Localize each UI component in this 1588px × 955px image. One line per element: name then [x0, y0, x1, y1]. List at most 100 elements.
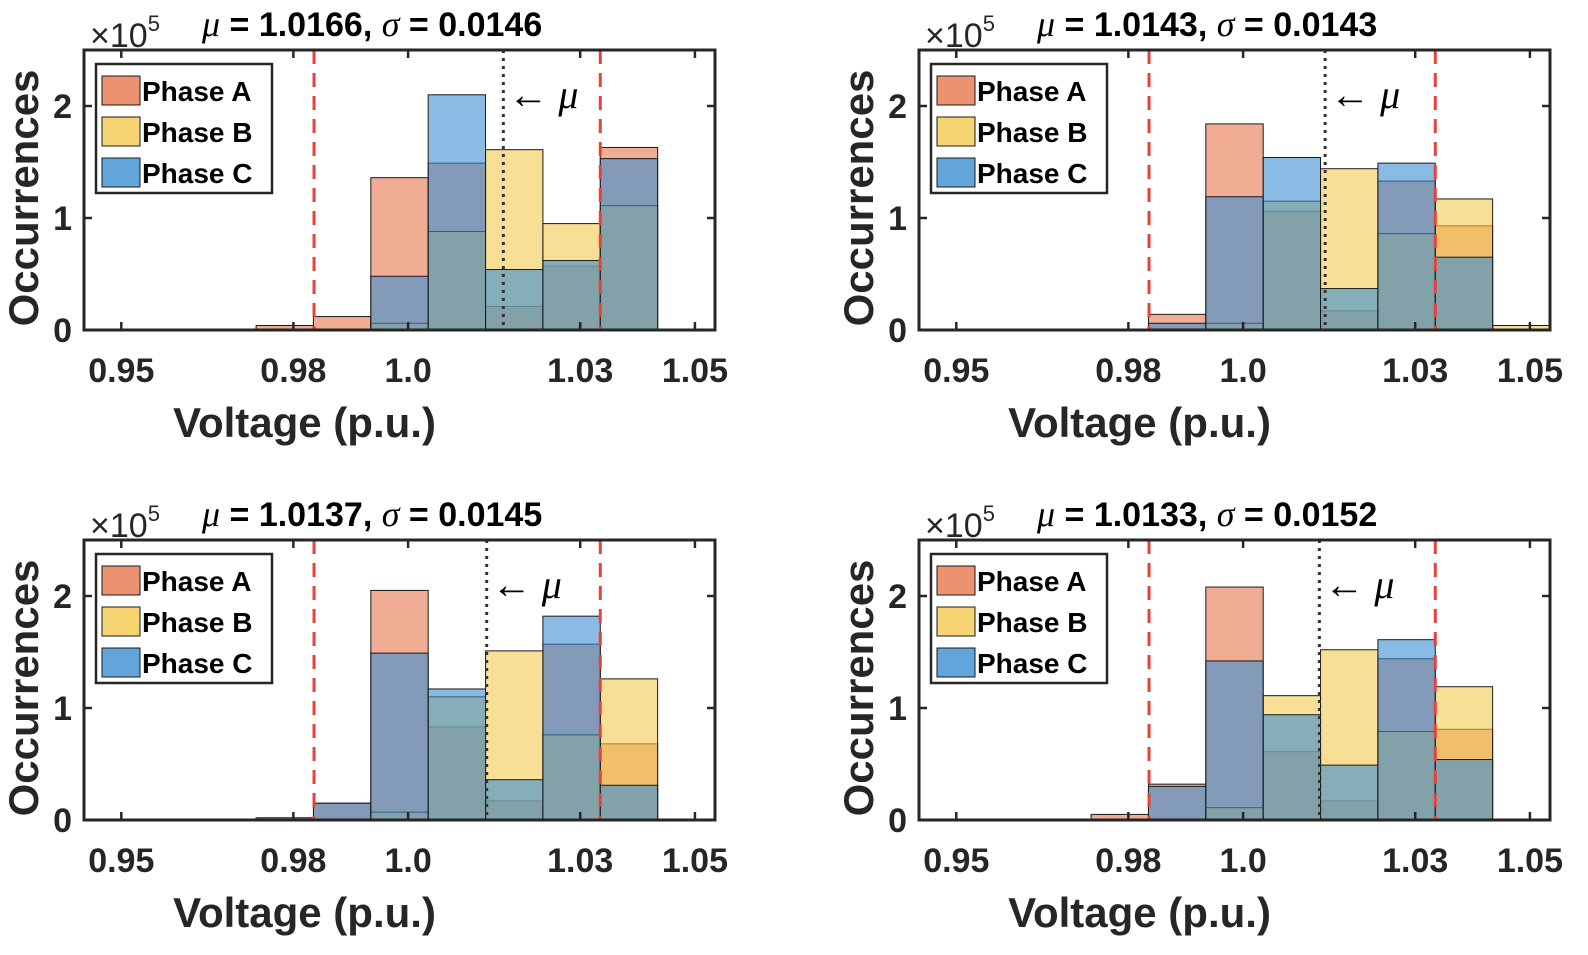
bar-phase-a-bin-1 [312, 316, 372, 331]
y-tick-label: 1 [888, 200, 907, 238]
y-axis-label: Occurrences [835, 560, 882, 817]
legend-swatch-phase-a [936, 75, 976, 106]
x-axis-label: Voltage (p.u.) [173, 399, 436, 446]
legend-label-phase-a: Phase A [142, 76, 251, 107]
chart-panel-2: ← μ 0.95 0.98 1.0 1.03 1.05 0 1 2 Voltage (p.u.) O… [835, 4, 1563, 446]
y-exponent-power: 5 [148, 501, 160, 526]
mean-annotation: ← μ [508, 72, 578, 117]
title-mu-symbol: μ [1036, 4, 1055, 44]
legend-swatch-phase-b [936, 606, 976, 637]
y-exponent-base: ×10 [90, 507, 148, 545]
x-tick-label: 0.95 [923, 842, 989, 880]
legend-label-phase-b: Phase B [142, 117, 253, 148]
bar-phase-c-bin-2 [1262, 157, 1322, 331]
legend-swatch-phase-c [936, 647, 976, 678]
y-tick-label: 0 [53, 802, 72, 840]
legend-swatch-phase-b [101, 606, 141, 637]
legend-swatch-phase-c [936, 157, 976, 188]
title-sigma-symbol: σ [382, 4, 401, 44]
title-sigma-symbol: σ [382, 494, 401, 534]
y-exponent-label: ×105 [90, 11, 160, 55]
title-sigma-value: = 0.0145 [399, 496, 542, 534]
x-tick-label: 1.03 [547, 352, 613, 390]
chart-panel-1: ← μ 0.95 0.98 1.0 1.03 1.05 0 1 2 Voltage (p.u.) O… [0, 4, 728, 446]
x-tick-label: 1.03 [547, 842, 613, 880]
chart-panel-4: ← μ 0.95 0.98 1.0 1.03 1.05 0 1 2 Voltage (p.u.) O… [835, 494, 1563, 936]
x-tick-label: 0.98 [1095, 842, 1161, 880]
mean-annotation-arrow: ← [1330, 72, 1370, 117]
chart-title: μ = 1.0137, σ = 0.0145 [201, 494, 542, 534]
title-mu-symbol: μ [201, 4, 220, 44]
y-exponent-base: ×10 [925, 507, 983, 545]
chart-title: μ = 1.0133, σ = 0.0152 [1036, 494, 1377, 534]
bar-phase-c-bin-3 [427, 688, 487, 821]
legend-swatch-phase-c [101, 157, 141, 188]
mean-annotation-arrow: ← [1324, 562, 1364, 607]
title-mu-value: = 1.0166, [220, 6, 382, 44]
mean-annotation: ← μ [1330, 72, 1400, 117]
mean-annotation-symbol: μ [1379, 72, 1400, 117]
x-axis-label: Voltage (p.u.) [1008, 889, 1271, 936]
bar-phase-c-bin-1 [312, 802, 372, 821]
bar-phase-c-bin-4 [485, 779, 544, 821]
title-sigma-symbol: σ [1217, 494, 1236, 534]
legend-swatch-phase-b [936, 116, 976, 147]
bar-phase-c-bin-5 [542, 260, 601, 331]
bar-phase-c-bin-4 [1377, 162, 1436, 331]
title-mu-value: = 1.0137, [220, 496, 382, 534]
legend-swatch-phase-a [101, 565, 141, 596]
x-axis-label: Voltage (p.u.) [173, 889, 436, 936]
mean-annotation-space [532, 562, 542, 607]
bar-phase-c-bin-6 [599, 784, 659, 821]
title-sigma-value: = 0.0143 [1234, 6, 1377, 44]
x-tick-label: 0.95 [923, 352, 989, 390]
x-tick-label: 0.98 [1095, 352, 1161, 390]
mean-annotation-symbol: μ [541, 562, 562, 607]
legend-label-phase-b: Phase B [977, 117, 1088, 148]
y-tick-label: 2 [53, 578, 72, 616]
x-tick-label: 1.0 [1219, 842, 1266, 880]
y-exponent-power: 5 [983, 11, 995, 36]
y-axis-label: Occurrences [0, 560, 47, 817]
x-tick-label: 1.05 [1497, 352, 1563, 390]
bar-phase-c-bin-3 [1320, 288, 1379, 331]
mean-annotation-symbol: μ [1373, 562, 1394, 607]
title-mu-value: = 1.0143, [1055, 6, 1217, 44]
mean-annotation: ← μ [1324, 562, 1394, 607]
y-exponent-base: ×10 [90, 17, 148, 55]
mean-annotation-arrow: ← [492, 562, 532, 607]
y-axis-label: Occurrences [0, 70, 47, 327]
legend: Phase A Phase B Phase C [94, 552, 274, 685]
y-exponent-label: ×105 [925, 501, 995, 545]
y-exponent-label: ×105 [90, 501, 160, 545]
chart-title: μ = 1.0143, σ = 0.0143 [1036, 4, 1377, 44]
x-tick-label: 1.03 [1382, 352, 1448, 390]
y-exponent-base: ×10 [925, 17, 983, 55]
legend: Phase A Phase B Phase C [929, 552, 1109, 685]
mean-annotation-space [1364, 562, 1374, 607]
bar-phase-c-bin-6 [1434, 759, 1494, 821]
legend-label-phase-c: Phase C [977, 648, 1088, 679]
bar-phase-c-bin-3 [427, 94, 487, 331]
y-tick-label: 1 [888, 690, 907, 728]
mean-annotation-arrow: ← [508, 72, 548, 117]
x-tick-label: 1.03 [1382, 842, 1448, 880]
legend-label-phase-c: Phase C [977, 158, 1088, 189]
legend-swatch-phase-c [101, 647, 141, 678]
x-tick-label: 0.95 [88, 842, 154, 880]
legend-label-phase-a: Phase A [977, 566, 1086, 597]
axes-box [917, 48, 1552, 332]
mean-annotation-symbol: μ [557, 72, 578, 117]
x-tick-label: 0.98 [260, 842, 326, 880]
x-tick-label: 1.05 [662, 352, 728, 390]
bar-phase-c-bin-4 [1320, 764, 1379, 821]
bar-phase-c-bin-1 [1147, 785, 1207, 821]
legend: Phase A Phase B Phase C [929, 62, 1109, 195]
x-tick-label: 1.0 [384, 842, 431, 880]
legend-label-phase-b: Phase B [142, 607, 253, 638]
title-mu-symbol: μ [201, 494, 220, 534]
chart-title: μ = 1.0166, σ = 0.0146 [201, 4, 542, 44]
title-sigma-value: = 0.0146 [399, 6, 542, 44]
y-exponent-power: 5 [148, 11, 160, 36]
legend-label-phase-a: Phase A [977, 76, 1086, 107]
